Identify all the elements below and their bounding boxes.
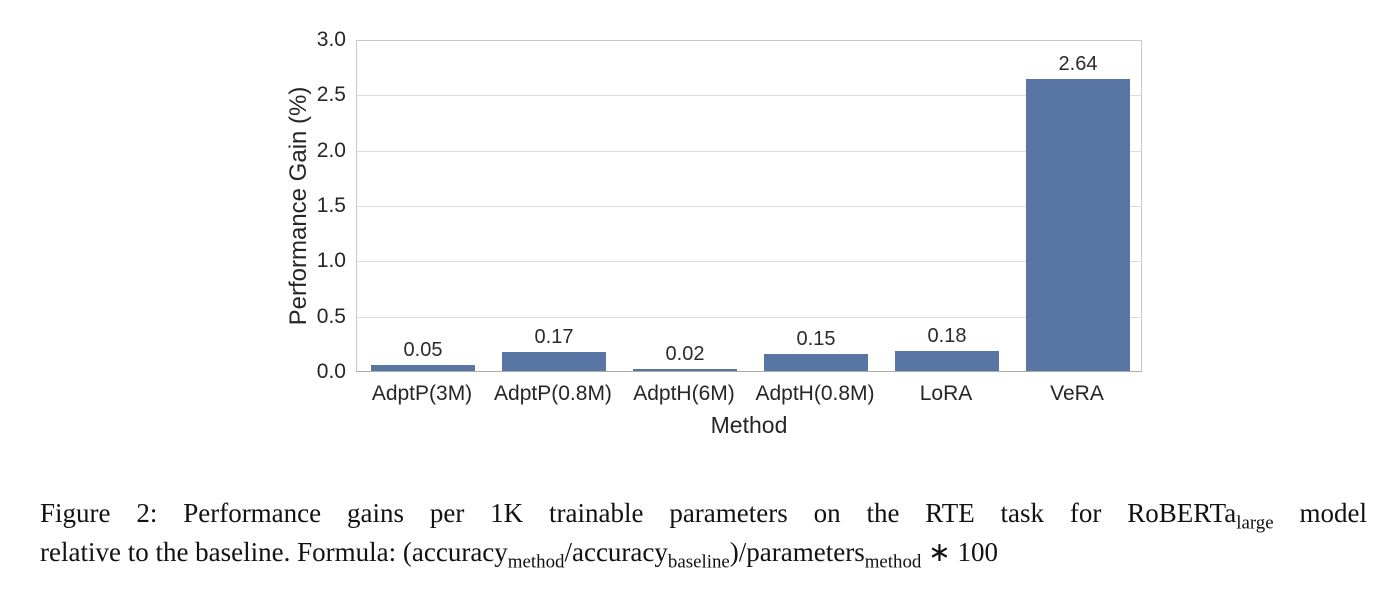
caption-line-1: Figure 2: Performance gains per 1K train… (40, 494, 1367, 533)
x-tick-label: AdptH(0.8M) (755, 382, 875, 405)
bar-value-label: 0.02 (665, 343, 705, 365)
y-tick-label: 0.0 (316, 360, 346, 383)
bar (371, 365, 475, 371)
x-axis-label: Method (710, 412, 788, 438)
bar-value-label: 0.15 (796, 328, 836, 350)
figure-caption: Figure 2: Performance gains per 1K train… (40, 494, 1367, 572)
y-tick-label: 1.5 (316, 194, 346, 217)
x-tick-label: AdptP(0.8M) (494, 382, 612, 405)
bar-value-label: 0.18 (927, 325, 967, 347)
bar-value-label: 0.05 (403, 339, 443, 361)
bar (633, 369, 737, 371)
bar-value-label: 0.17 (534, 326, 574, 348)
gridline (357, 261, 1141, 263)
caption-text: ∗ 100 (921, 537, 999, 567)
y-tick-label: 2.5 (316, 83, 346, 107)
caption-line-2: relative to the baseline. Formula: (accu… (40, 533, 1367, 572)
caption-text: Figure 2: Performance gains per 1K train… (40, 498, 1237, 528)
x-tick-label: VeRA (1050, 382, 1104, 405)
caption-text: model (1273, 498, 1367, 528)
caption-subscript: method (507, 551, 565, 573)
caption-text: )/parameters (729, 537, 865, 567)
gridline (357, 206, 1141, 207)
caption-text: /accuracy (564, 537, 668, 567)
x-tick-label: AdptH(6M) (633, 382, 735, 405)
y-tick-label: 2.0 (316, 138, 346, 162)
caption-text: relative to the baseline. Formula: (accu… (40, 537, 508, 567)
y-tick-label: 1.0 (316, 249, 346, 273)
x-tick-label: AdptP(3M) (371, 382, 473, 405)
y-tick-label: 0.5 (316, 304, 346, 328)
bar-value-label: 2.64 (1058, 53, 1098, 75)
x-tick-label: LoRA (919, 382, 973, 405)
caption-subscript: baseline (667, 551, 730, 573)
bar (1026, 79, 1130, 371)
y-tick-label: 3.0 (316, 28, 346, 51)
gridline (357, 95, 1141, 97)
gridline (357, 150, 1141, 152)
caption-subscript: large (1236, 512, 1274, 534)
plot-area: 0.05 0.17 0.02 0.15 0.18 2.64 (356, 40, 1142, 372)
bar (502, 352, 606, 371)
caption-subscript: method (864, 551, 922, 573)
gridline (357, 316, 1141, 318)
bar (895, 351, 999, 371)
bar (764, 354, 868, 371)
